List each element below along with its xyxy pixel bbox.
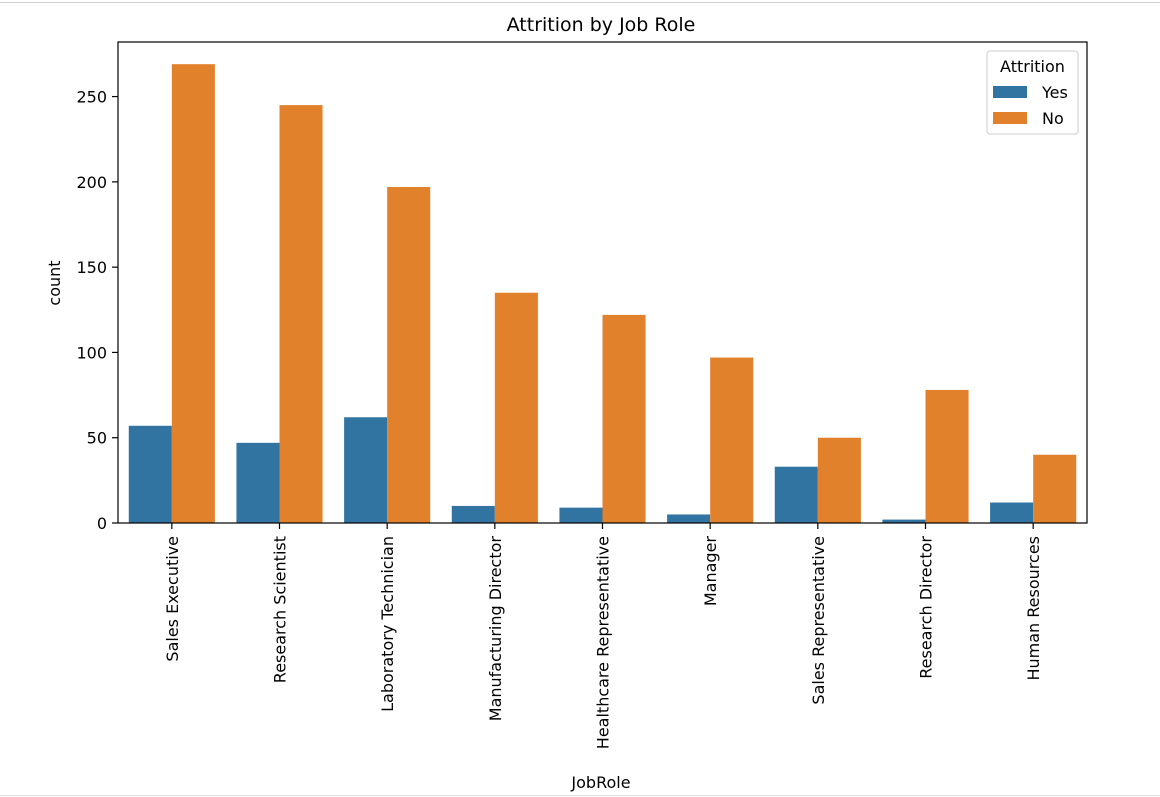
y-tick-label: 250 bbox=[76, 88, 107, 107]
chart-title: Attrition by Job Role bbox=[507, 14, 696, 36]
bar-no-3 bbox=[387, 186, 431, 523]
bar-yes-6 bbox=[667, 514, 711, 523]
bar-yes-3 bbox=[344, 417, 388, 523]
legend-label-no: No bbox=[1042, 109, 1064, 128]
y-tick-label: 50 bbox=[87, 429, 107, 448]
x-tick-label: Sales Executive bbox=[163, 536, 182, 662]
x-tick-label: Laboratory Technician bbox=[378, 536, 397, 712]
bar-yes-2 bbox=[236, 442, 280, 523]
x-tick-label: Manufacturing Director bbox=[486, 536, 505, 722]
bar-yes-7 bbox=[774, 466, 818, 523]
x-tick-label: Research Scientist bbox=[271, 536, 290, 683]
bar-yes-1 bbox=[128, 425, 172, 523]
y-tick-label: 100 bbox=[76, 343, 107, 362]
x-tick-label: Research Director bbox=[917, 536, 936, 679]
x-axis-label: JobRole bbox=[570, 773, 630, 792]
bar-no-9 bbox=[1033, 454, 1077, 523]
y-tick-label: 200 bbox=[76, 173, 107, 192]
x-tick-label: Human Resources bbox=[1024, 536, 1043, 681]
bar-no-2 bbox=[279, 105, 323, 524]
bar-yes-8 bbox=[882, 519, 926, 523]
y-axis-label: count bbox=[45, 260, 64, 305]
y-tick-label: 0 bbox=[97, 514, 107, 533]
bar-group bbox=[128, 64, 1077, 524]
legend-swatch-no bbox=[993, 112, 1027, 124]
legend-title: Attrition bbox=[1000, 57, 1065, 76]
bar-no-4 bbox=[494, 292, 538, 523]
bar-no-6 bbox=[710, 357, 754, 523]
bar-yes-9 bbox=[990, 502, 1034, 523]
frame-top-border bbox=[0, 2, 1160, 3]
bar-no-5 bbox=[602, 314, 646, 523]
legend: Attrition Yes No bbox=[986, 50, 1079, 135]
x-tick-label: Manager bbox=[701, 536, 720, 607]
x-tick-label: Sales Representative bbox=[809, 536, 828, 705]
y-tick-label: 150 bbox=[76, 258, 107, 277]
x-tick-label: Healthcare Representative bbox=[594, 536, 613, 749]
bar-no-7 bbox=[817, 437, 861, 523]
bar-no-1 bbox=[171, 64, 215, 523]
bar-no-8 bbox=[925, 389, 969, 523]
legend-swatch-yes bbox=[993, 86, 1027, 98]
x-axis: Sales Executive Research Scientist Laborat… bbox=[163, 523, 1043, 749]
bar-yes-5 bbox=[559, 507, 603, 523]
y-axis: 0 50 100 150 200 250 bbox=[76, 88, 118, 533]
bar-yes-4 bbox=[451, 505, 495, 523]
legend-label-yes: Yes bbox=[1041, 83, 1068, 102]
frame-bottom-border bbox=[0, 795, 1160, 796]
